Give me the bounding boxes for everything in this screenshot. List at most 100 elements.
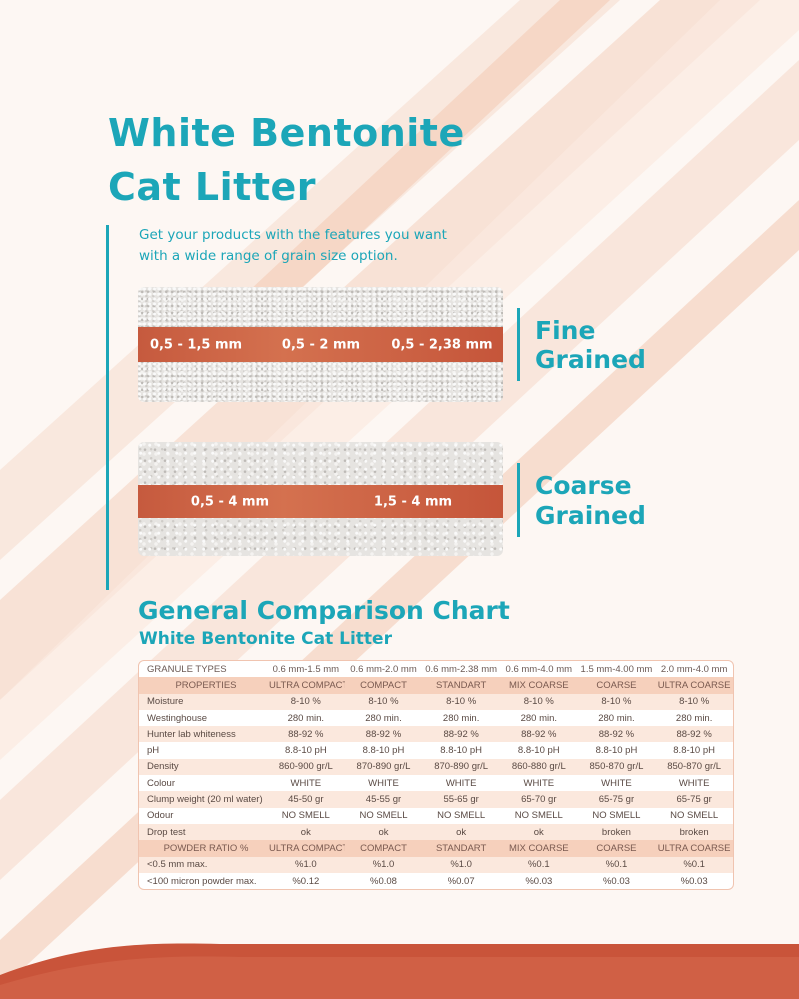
row-label: Hunter lab whiteness — [139, 726, 267, 743]
table-row: Hunter lab whiteness 88-92 % 88-92 % 88-92 … — [139, 726, 733, 743]
table-cell: 0.6 mm-1.5 mm — [272, 663, 340, 675]
row-label: Moisture — [139, 693, 267, 710]
row-label: pH — [147, 745, 160, 757]
table-cell: MIX COARSE — [499, 677, 578, 694]
table-cell: 280 min. — [598, 712, 635, 724]
chart-subtitle: White Bentonite Cat Litter — [139, 629, 392, 649]
table-cell: 65-75 gr — [655, 791, 733, 808]
table-cell: %0.03 — [680, 875, 708, 887]
size-band: 0,5 - 4 mm 1,5 - 4 mm — [138, 485, 503, 518]
table-cell: WHITE — [523, 777, 555, 789]
table-cell: 870-890 gr/L — [422, 758, 500, 776]
table-cell: COARSE — [577, 840, 656, 857]
table-cell: 88-92 % — [267, 726, 345, 743]
table-cell: NO SMELL — [281, 810, 330, 822]
table-row: Drop test ok ok ok ok broken broken — [139, 823, 733, 841]
table-cell: 860-900 gr/L — [267, 758, 345, 776]
table-cell: 65-70 gr — [499, 791, 578, 808]
table-cell: ULTRA COARSE — [655, 840, 733, 857]
accent-bar — [517, 308, 520, 381]
table-cell: 870-890 gr/L — [344, 758, 423, 776]
table-cell: COARSE — [577, 677, 656, 694]
table-row: Density 860-900 gr/L 870-890 gr/L 870-890 g… — [139, 758, 733, 776]
table-row: pH 8.8-10 pH 8.8-10 pH 8.8-10 pH 8.8-10 pH 8.… — [139, 742, 733, 758]
table-row: GRANULE TYPES 0.6 mm-1.5 mm 0.6 mm-2.0 mm 0… — [139, 661, 733, 677]
table-cell: 88-92 % — [577, 726, 656, 743]
table-cell: 65-75 gr — [577, 791, 656, 808]
table-cell: ULTRA COARSE — [655, 677, 733, 694]
table-cell: ok — [344, 823, 423, 841]
table-cell: %0.03 — [525, 875, 553, 887]
table-cell: STANDART — [422, 677, 500, 694]
table-cell: WHITE — [601, 777, 632, 789]
table-cell: 88-92 % — [655, 726, 733, 743]
table-row: PROPERTIES ULTRA COMPACT COMPACT STANDART MI… — [139, 677, 733, 694]
table-cell: %0.03 — [602, 875, 630, 887]
table-cell: 280 min. — [442, 712, 480, 724]
table-cell: 860-880 gr/L — [499, 758, 578, 776]
table-cell: WHITE — [445, 777, 477, 789]
table-cell: 8-10 % — [499, 693, 578, 710]
table-cell: %0.07 — [447, 875, 475, 887]
grain-size: 0,5 - 2,38 mm — [391, 337, 493, 352]
table-cell: 1.5 mm-4.00 mm — [580, 663, 653, 675]
table-cell: 8-10 % — [267, 693, 345, 710]
row-label: Colour — [147, 777, 175, 789]
row-label: Drop test — [139, 823, 267, 841]
table-cell: 8-10 % — [577, 693, 656, 710]
grain-label: Fine — [535, 316, 596, 345]
table-cell: broken — [655, 823, 733, 841]
grain-size: 0,5 - 4 mm — [190, 494, 270, 509]
row-label: Density — [139, 758, 267, 776]
table-cell: COMPACT — [344, 677, 423, 694]
table-cell: %0.1 — [655, 856, 733, 873]
subtitle-line: Get your products with the features you … — [139, 227, 447, 243]
table-cell: ok — [267, 823, 345, 841]
table-cell: MIX COARSE — [499, 840, 578, 857]
table-cell: 280 min. — [675, 712, 713, 724]
title-line: White Bentonite — [108, 111, 465, 155]
row-label: Clump weight (20 ml water) — [139, 791, 267, 808]
table-cell: 88-92 % — [499, 726, 578, 743]
table-row: POWDER RATIO % ULTRA COMPACT COMPACT STANDA… — [139, 840, 733, 857]
coarse-grain-photo: 0,5 - 4 mm 1,5 - 4 mm — [138, 442, 503, 556]
table-row: <0.5 mm max. %1.0 %1.0 %1.0 %0.1 %0.1 %0.1 — [139, 856, 733, 873]
chart-title: General Comparison Chart — [138, 596, 510, 625]
table-cell: 280 min. — [287, 712, 325, 724]
fine-grain-photo: 0,5 - 1,5 mm 0,5 - 2 mm 0,5 - 2,38 mm — [138, 287, 503, 402]
row-label: POWDER RATIO % — [139, 840, 267, 857]
table-cell: 850-870 gr/L — [655, 758, 733, 776]
table-cell: %0.1 — [499, 856, 578, 873]
table-cell: NO SMELL — [514, 810, 563, 822]
row-label: GRANULE TYPES — [147, 663, 227, 675]
table-cell: ULTRA COMPACT — [267, 677, 345, 694]
row-label: Westinghouse — [147, 712, 208, 724]
table-cell: 8.8-10 pH — [517, 745, 560, 757]
grain-size: 0,5 - 1,5 mm — [149, 337, 243, 352]
comparison-table: GRANULE TYPES 0.6 mm-1.5 mm 0.6 mm-2.0 mm 0… — [138, 660, 734, 891]
table-cell: NO SMELL — [670, 810, 719, 822]
table-cell: NO SMELL — [359, 810, 408, 822]
table-cell: 850-870 gr/L — [577, 758, 656, 776]
table-cell: 8.8-10 pH — [284, 745, 327, 757]
table-cell: WHITE — [678, 777, 710, 789]
table-row: Clump weight (20 ml water) 45-50 gr 45-55 … — [139, 791, 733, 808]
table-cell: 280 min. — [520, 712, 558, 724]
row-label: <100 micron powder max. — [147, 875, 257, 887]
table-cell: 8.8-10 pH — [362, 745, 405, 757]
table-cell: broken — [577, 823, 656, 841]
table-cell: COMPACT — [344, 840, 423, 857]
table-row: Moisture 8-10 % 8-10 % 8-10 % 8-10 % 8-10 % 8-… — [139, 693, 733, 710]
grain-label: Grained — [535, 501, 646, 530]
table-cell: STANDART — [422, 840, 500, 857]
row-label: Odour — [147, 810, 174, 822]
row-label: PROPERTIES — [139, 677, 267, 694]
table-cell: 45-50 gr — [267, 791, 345, 808]
table-cell: 8.8-10 pH — [440, 745, 482, 757]
table-row: Colour WHITE WHITE WHITE WHITE WHITE WHITE — [139, 775, 733, 791]
grain-size: 1,5 - 4 mm — [373, 494, 453, 509]
table-cell: 8-10 % — [655, 693, 733, 710]
grain-label: Grained — [535, 345, 646, 374]
title-line: Cat Litter — [108, 165, 317, 209]
